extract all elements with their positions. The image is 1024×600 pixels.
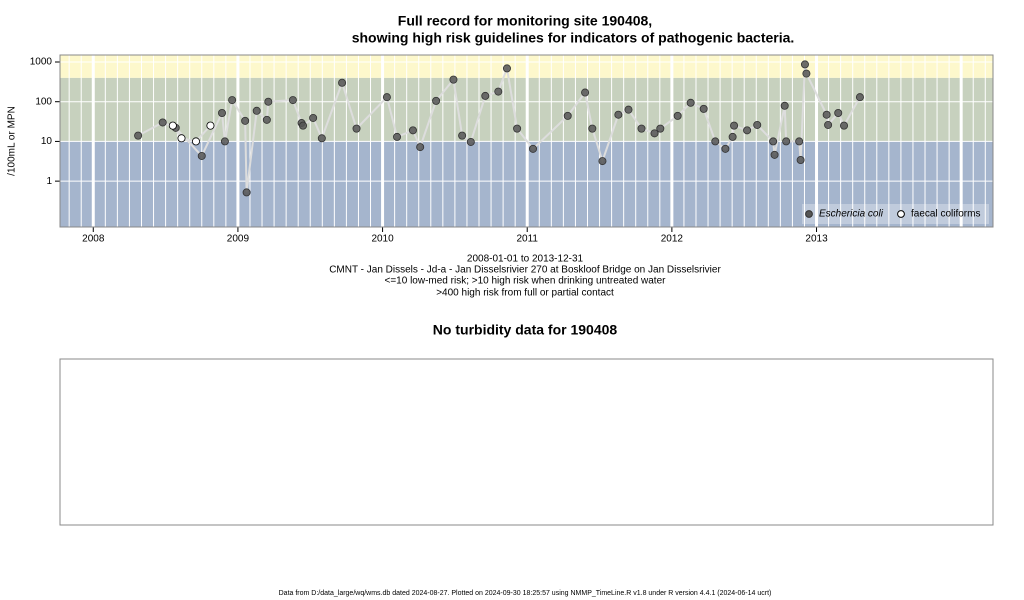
title-line: Full record for monitoring site 190408, bbox=[398, 13, 652, 29]
data-point bbox=[637, 124, 646, 133]
data-point bbox=[656, 124, 665, 133]
data-point bbox=[795, 137, 804, 146]
data-point bbox=[796, 156, 805, 165]
data-point bbox=[228, 96, 237, 105]
empty-panel bbox=[59, 358, 994, 526]
data-point bbox=[840, 121, 849, 130]
data-point bbox=[800, 60, 809, 69]
data-point bbox=[218, 108, 227, 117]
data-point bbox=[458, 131, 467, 140]
footer: Data from D:/data_large/wq/wms.db dated … bbox=[279, 590, 772, 597]
x-tick-label: 2013 bbox=[805, 234, 828, 245]
data-point bbox=[242, 188, 251, 197]
data-point bbox=[614, 110, 623, 119]
series-line bbox=[172, 124, 212, 143]
plot: 1 10 100 1000 2008 2009 2010 2011 2012 2013 Escher… bbox=[30, 54, 994, 245]
data-point bbox=[588, 124, 597, 133]
data-point bbox=[197, 151, 206, 160]
note: <=10 low-med risk; >10 high risk when dr… bbox=[385, 276, 667, 287]
data-point bbox=[432, 96, 441, 105]
y-axis-label: /100mL or MPN bbox=[7, 106, 18, 176]
data-point bbox=[753, 120, 762, 129]
y-tick-label: 10 bbox=[41, 136, 53, 147]
data-point bbox=[822, 110, 831, 119]
data-point bbox=[721, 144, 730, 153]
data-point bbox=[730, 121, 739, 130]
data-point bbox=[299, 121, 308, 130]
data-point bbox=[624, 105, 633, 114]
data-point bbox=[780, 101, 789, 110]
data-point bbox=[338, 78, 347, 87]
data-point bbox=[309, 113, 318, 122]
legend-marker bbox=[805, 210, 813, 218]
data-point bbox=[416, 143, 425, 152]
data-point bbox=[262, 115, 271, 124]
data-point bbox=[699, 104, 708, 113]
data-point bbox=[264, 97, 273, 106]
data-point bbox=[494, 87, 503, 96]
data-point bbox=[855, 93, 864, 102]
x-tick-label: 2008 bbox=[82, 234, 105, 245]
legend-box bbox=[802, 204, 989, 224]
data-point bbox=[206, 121, 215, 130]
legend-label: Eschericia coli bbox=[819, 209, 884, 220]
data-point bbox=[382, 93, 391, 102]
data-point bbox=[650, 129, 659, 138]
data-point bbox=[393, 132, 402, 141]
data-point bbox=[252, 106, 261, 115]
data-point bbox=[581, 88, 590, 97]
plot-frame bbox=[59, 54, 994, 228]
data-point bbox=[191, 137, 200, 146]
data-point bbox=[673, 111, 682, 120]
data-point bbox=[743, 126, 752, 135]
data-point bbox=[352, 124, 361, 133]
y-tick-label: 100 bbox=[35, 96, 52, 107]
data-point bbox=[728, 132, 737, 141]
data-point bbox=[220, 137, 229, 146]
legend-label: faecal coliforms bbox=[911, 209, 980, 220]
data-point bbox=[834, 108, 843, 117]
y-tick-label: 1000 bbox=[30, 57, 53, 68]
data-point bbox=[168, 121, 177, 130]
data-point bbox=[598, 157, 607, 166]
x-tick-label: 2012 bbox=[661, 234, 684, 245]
data-point bbox=[502, 64, 511, 73]
data-point bbox=[158, 118, 167, 127]
data-point bbox=[686, 98, 695, 107]
data-point bbox=[563, 111, 572, 120]
note: 2008-01-01 to 2013-12-31 bbox=[467, 254, 584, 265]
data-point bbox=[802, 69, 811, 78]
x-tick-label: 2009 bbox=[227, 234, 250, 245]
data-point bbox=[711, 137, 720, 146]
data-point bbox=[466, 137, 475, 146]
data-point bbox=[481, 91, 490, 100]
data-point bbox=[288, 96, 297, 105]
data-point bbox=[317, 134, 326, 143]
data-point bbox=[782, 137, 791, 146]
data-point bbox=[449, 75, 458, 84]
data-point bbox=[134, 131, 143, 140]
data-point bbox=[177, 134, 186, 143]
title-line: showing high risk guidelines for indicat… bbox=[352, 30, 795, 46]
x-tick-label: 2010 bbox=[371, 234, 394, 245]
note: CMNT - Jan Dissels - Jd-a - Jan Disselsr… bbox=[329, 265, 721, 276]
data-point bbox=[408, 126, 417, 135]
panel-title: No turbidity data for 190408 bbox=[433, 322, 618, 338]
data-point bbox=[770, 150, 779, 159]
data-point bbox=[769, 137, 778, 146]
y-tick-label: 1 bbox=[46, 176, 52, 187]
data-point bbox=[529, 144, 538, 153]
x-tick-label: 2011 bbox=[516, 234, 538, 245]
data-point bbox=[513, 124, 522, 133]
data-point bbox=[241, 116, 250, 125]
legend: Eschericia coli faecal coliforms bbox=[802, 204, 989, 224]
data-point bbox=[824, 120, 833, 129]
legend-marker bbox=[897, 210, 905, 218]
note: >400 high risk from full or partial cont… bbox=[436, 288, 614, 299]
